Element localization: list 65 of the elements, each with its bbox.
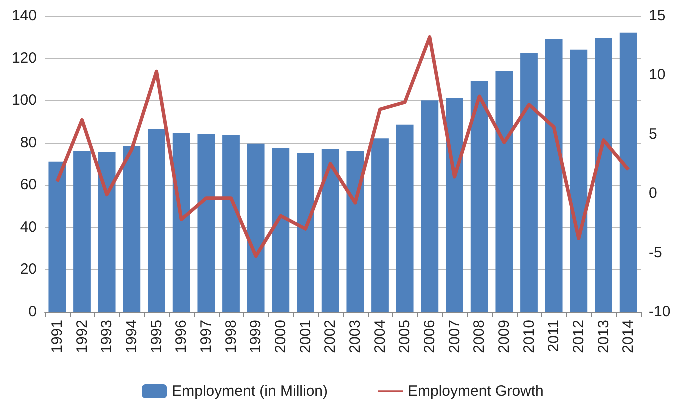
legend-label: Employment Growth <box>408 383 544 400</box>
x-tick-label: 1995 <box>148 320 166 354</box>
x-tick-label: 2009 <box>496 320 513 354</box>
bar <box>620 32 638 312</box>
bar <box>322 149 340 312</box>
x-tick-label: 2003 <box>346 320 364 354</box>
x-tick-label: 2006 <box>421 320 438 354</box>
x-tick-label: 2002 <box>322 320 340 354</box>
x-tick-label: 1998 <box>222 320 240 354</box>
bar <box>372 138 389 312</box>
x-tick-label: 1997 <box>198 320 215 354</box>
x-tick-label: 2007 <box>446 320 464 354</box>
x-tick-label: 2001 <box>297 320 314 354</box>
y-tick-label: 100 <box>12 92 37 110</box>
bar <box>247 144 265 312</box>
bar <box>74 151 91 312</box>
bar <box>48 162 66 312</box>
x-tick-label: 2005 <box>396 320 414 354</box>
bar <box>297 153 314 312</box>
x-tick-label: 2012 <box>570 320 588 354</box>
bar <box>595 38 612 312</box>
x-tick-label: 2000 <box>272 320 290 354</box>
bar <box>98 152 116 312</box>
y2-tick-label: 15 <box>649 8 666 24</box>
y-tick-label: 80 <box>20 134 37 152</box>
x-tick-label: 2011 <box>546 320 563 352</box>
y2-tick-label: -5 <box>649 244 662 262</box>
legend-label: Employment (in Million) <box>172 383 328 400</box>
bar <box>545 39 563 312</box>
y2-tick-label: 5 <box>649 126 658 143</box>
x-tick-label: 1993 <box>98 320 116 354</box>
x-tick-label: 1994 <box>123 320 140 354</box>
x-tick-label: 2014 <box>620 320 638 354</box>
bar <box>446 98 464 312</box>
y-tick-label: 140 <box>12 8 37 24</box>
x-tick-label: 2010 <box>520 320 538 354</box>
x-tick-label: 2008 <box>471 320 488 354</box>
bar <box>198 134 216 312</box>
y-tick-label: 60 <box>20 176 37 194</box>
bar <box>346 151 364 312</box>
bar <box>123 146 141 312</box>
x-tick-label: 2004 <box>372 320 389 354</box>
x-tick-label: 1991 <box>48 320 66 354</box>
x-tick-label: 2013 <box>595 320 612 354</box>
y2-tick-label: 0 <box>649 185 658 202</box>
y2-tick-label: 10 <box>649 66 666 84</box>
y2-tick-label: -10 <box>649 304 671 320</box>
bar <box>396 124 414 312</box>
bar <box>570 50 588 312</box>
bar <box>520 53 538 312</box>
x-tick-label: 1999 <box>248 320 265 354</box>
bar <box>470 82 488 312</box>
bar <box>148 129 166 312</box>
bar <box>172 133 190 312</box>
x-tick-label: 1992 <box>74 320 91 354</box>
line-series <box>56 36 630 258</box>
bar <box>222 135 240 312</box>
y-tick-label: 120 <box>12 50 37 67</box>
bar <box>272 148 290 312</box>
y-tick-label: 0 <box>28 304 37 320</box>
bar <box>421 100 439 312</box>
x-tick-label: 1996 <box>173 320 190 354</box>
y-tick-label: 40 <box>20 218 37 236</box>
bar <box>496 70 514 312</box>
y-tick-label: 20 <box>20 261 37 278</box>
